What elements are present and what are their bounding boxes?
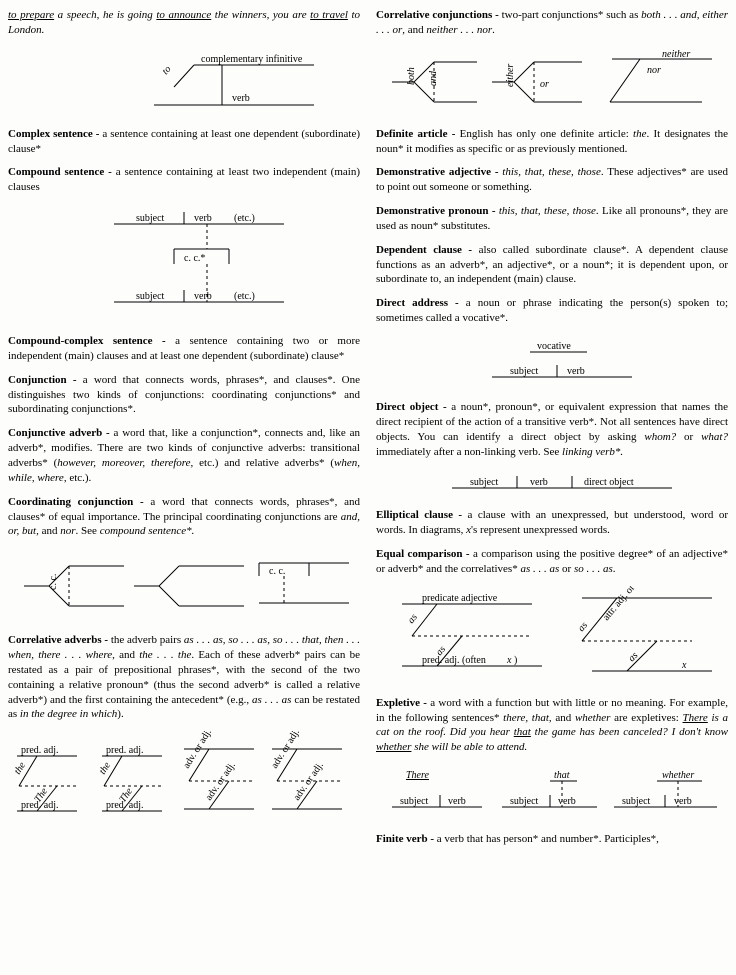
- svg-text:predicate adjective: predicate adjective: [422, 593, 498, 604]
- lead-phrase-2: to announce: [156, 9, 211, 21]
- svg-text:whether: whether: [662, 770, 694, 781]
- lead-phrase-1: to prepare: [8, 9, 54, 21]
- svg-text:subject: subject: [470, 477, 499, 488]
- entry-compound-sentence: Compound sentence - a sentence containin…: [8, 165, 360, 195]
- svg-text:subject: subject: [136, 291, 165, 302]
- entry-elliptical-clause: Elliptical clause - a clause with an une…: [376, 508, 728, 538]
- svg-text:or: or: [540, 79, 549, 90]
- entry-demonstrative-pronoun: Demonstrative pronoun - this, that, thes…: [376, 204, 728, 234]
- svg-text:as: as: [406, 612, 420, 626]
- svg-text:verb: verb: [674, 796, 692, 807]
- svg-text:direct object: direct object: [584, 477, 634, 488]
- svg-text:subject: subject: [510, 796, 539, 807]
- svg-text:): ): [514, 655, 517, 666]
- entry-dependent-clause: Dependent clause - also called subordina…: [376, 243, 728, 288]
- svg-text:as: as: [626, 650, 640, 664]
- svg-text:and: and: [428, 70, 439, 86]
- svg-text:attr. adj. or adverb: attr. adj. or adverb: [601, 586, 656, 623]
- diagram-correlative-conjunctions: both and either or neither nor: [382, 47, 722, 117]
- entry-demonstrative-adjective: Demonstrative adjective - this, that, th…: [376, 165, 728, 195]
- diagram-coordinating-conjunction: c. c. c. c.: [14, 548, 354, 623]
- diagram-vocative: vocative subject verb: [452, 335, 652, 390]
- right-column: Correlative conjunctions - two-part conj…: [376, 8, 728, 856]
- svg-text:c. c.: c. c.: [269, 566, 285, 577]
- entry-definite-article: Definite article - English has only one …: [376, 127, 728, 157]
- svg-text:subject: subject: [622, 796, 651, 807]
- svg-text:as: as: [576, 620, 590, 634]
- svg-text:verb: verb: [194, 213, 212, 224]
- svg-text:verb: verb: [558, 796, 576, 807]
- svg-text:nor: nor: [647, 65, 661, 76]
- svg-text:both: both: [406, 67, 417, 85]
- diagram-compound-sentence: subject verb (etc.) c. c.* subject verb …: [54, 204, 314, 324]
- svg-text:c. c.: c. c.: [48, 574, 59, 590]
- svg-text:(etc.): (etc.): [234, 213, 255, 224]
- svg-text:adv. or adj.: adv. or adj.: [181, 731, 214, 771]
- entry-direct-object: Direct object - a noun*, pronoun*, or eq…: [376, 400, 728, 459]
- entry-compound-complex: Compound-complex sentence - a sentence c…: [8, 334, 360, 364]
- entry-equal-comparison: Equal comparison - a comparison using th…: [376, 547, 728, 577]
- diagram-correlative-adverbs: pred. adj. the pred. adj. The pred. adj.…: [9, 731, 359, 836]
- entry-expletive: Expletive - a word with a function but w…: [376, 696, 728, 755]
- svg-text:x: x: [681, 660, 687, 671]
- entry-correlative-conjunctions: Correlative conjunctions - two-part conj…: [376, 8, 728, 38]
- svg-text:subject: subject: [136, 213, 165, 224]
- lead-in-text: to prepare a speech, he is going to anno…: [8, 8, 360, 38]
- svg-text:either: either: [505, 63, 516, 86]
- entry-correlative-adverbs: Correlative adverbs - the adverb pairs a…: [8, 633, 360, 722]
- svg-text:that: that: [554, 770, 570, 781]
- entry-complex-sentence: Complex sentence - a sentence containing…: [8, 127, 360, 157]
- svg-text:pred. adj.: pred. adj.: [106, 745, 144, 756]
- diagram-complementary-infinitive: complementary infinitive to verb: [54, 47, 314, 117]
- diagram-expletive: There subject verb that subject verb whe…: [382, 764, 722, 822]
- svg-text:verb: verb: [448, 796, 466, 807]
- lead-phrase-3: to travel: [310, 9, 348, 21]
- entry-finite-verb: Finite verb - a verb that has person* an…: [376, 832, 728, 847]
- svg-text:complementary infinitive: complementary infinitive: [201, 54, 303, 65]
- left-column: to prepare a speech, he is going to anno…: [8, 8, 360, 856]
- entry-conjunctive-adverb: Conjunctive adverb - a word that, like a…: [8, 426, 360, 485]
- svg-text:subject: subject: [400, 796, 429, 807]
- svg-text:subject: subject: [510, 366, 539, 377]
- svg-text:verb: verb: [232, 93, 250, 104]
- svg-text:pred. adj.: pred. adj.: [21, 745, 59, 756]
- svg-text:(etc.): (etc.): [234, 291, 255, 302]
- svg-text:verb: verb: [567, 366, 585, 377]
- svg-text:to: to: [160, 64, 173, 77]
- diagram-equal-comparison: predicate adjective as pred. adj. (often…: [382, 586, 722, 686]
- entry-coordinating-conjunction: Coordinating conjunction - a word that c…: [8, 495, 360, 540]
- entry-conjunction: Conjunction - a word that connects words…: [8, 373, 360, 418]
- svg-text:c. c.*: c. c.*: [184, 253, 205, 264]
- svg-text:neither: neither: [662, 49, 690, 60]
- diagram-direct-object: subject verb direct object: [422, 468, 682, 498]
- svg-text:x: x: [506, 655, 512, 666]
- svg-text:vocative: vocative: [537, 341, 571, 352]
- svg-text:pred. adj. (often: pred. adj. (often: [422, 655, 486, 666]
- svg-text:adv. or adj.: adv. or adj.: [269, 731, 302, 771]
- svg-text:There: There: [406, 770, 430, 781]
- svg-text:verb: verb: [530, 477, 548, 488]
- entry-direct-address: Direct address - a noun or phrase indica…: [376, 296, 728, 326]
- svg-text:verb: verb: [194, 291, 212, 302]
